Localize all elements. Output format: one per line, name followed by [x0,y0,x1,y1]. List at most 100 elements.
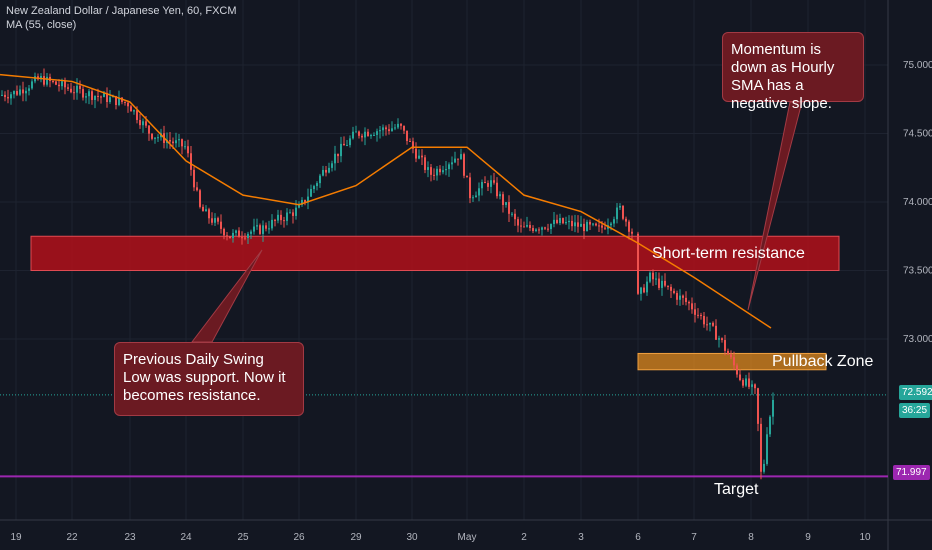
candle-body [199,190,201,207]
candle-body [22,89,24,94]
candle-body [733,357,735,366]
candle-body [310,189,312,197]
candle-body [190,153,192,170]
candle-body [253,226,255,232]
candle-body [304,199,306,203]
candle-body [334,153,336,164]
candle-body [517,219,519,226]
candle-body [184,146,186,148]
candle-body [133,110,135,112]
candle-body [502,194,504,205]
candle-body [244,237,246,239]
candle-body [592,223,594,225]
candle-body [118,97,120,106]
candle-body [145,121,147,126]
candle-body [568,220,570,223]
candle-body [706,324,708,326]
candle-body [187,146,189,154]
candle-body [523,226,525,228]
momentum-callout: Momentum is down as Hourly SMA has a neg… [722,32,864,112]
candle-body [55,81,57,85]
candle-body [241,237,243,239]
candle-body [385,127,387,130]
candle-body [703,315,705,325]
candle-body [1,94,3,96]
pullback-zone [637,352,827,371]
candle-body [349,138,351,146]
candle-body [547,228,549,230]
candle-body [673,290,675,294]
candle-body [436,168,438,176]
candle-body [172,141,174,144]
candle-body [313,186,315,190]
candle-body [754,384,756,389]
candle-body [100,96,102,98]
indicator-label: MA (55, close) [6,19,77,31]
candle-body [358,131,360,136]
candle-body [604,227,606,229]
candle-body [136,110,138,120]
candle-body [460,154,462,160]
candle-body [154,137,156,139]
y-tick-label: 75.000 [903,60,932,71]
candle-body [619,205,621,208]
candle-body [175,140,177,144]
candle-body [271,219,273,229]
candle-body [337,153,339,157]
candle-body [685,297,687,302]
candle-body [697,314,699,316]
candle-body [376,131,378,135]
ma-line [0,73,772,329]
current-price-tag: 72.592 [899,385,932,400]
candle-body [274,219,276,221]
candle-body [694,309,696,315]
candle-body [289,212,291,214]
candle-body [286,212,288,221]
candle-body [208,209,210,219]
candle-body [679,295,681,300]
candle-body [565,222,567,224]
candle-body [709,322,711,325]
candle-body [529,225,531,229]
candle-body [712,322,714,326]
resistance-zone [30,235,840,271]
candle-body [400,123,402,126]
candle-body [292,212,294,216]
candle-body [718,338,720,340]
candle-body [463,154,465,176]
candle-body [541,227,543,230]
candle-body [418,155,420,159]
candle-body [745,378,747,386]
x-tick-label: 6 [635,532,641,543]
momentum-pointer [747,101,803,311]
x-tick-label: 26 [293,532,305,543]
candle-body [520,225,522,227]
candle-body [715,325,717,340]
candle-body [538,229,540,231]
support-callout: Previous Daily Swing Low was support. No… [114,342,304,416]
candle-body [499,194,501,197]
candle-body [34,76,36,82]
candle-body [130,106,132,112]
candle-body [232,232,234,239]
candle-body [481,182,483,189]
candle-body [43,76,45,85]
candle-body [142,121,144,126]
candle-body [373,134,375,136]
candle-body [85,96,87,98]
candle-body [139,119,141,126]
candle-body [391,128,393,132]
candle-body [91,91,93,100]
candle-body [484,182,486,184]
candle-body [262,225,264,234]
candle-body [655,278,657,280]
y-tick-label: 74.500 [903,129,932,140]
candle-body [367,131,369,137]
countdown-tag: 36:25 [899,403,931,418]
candle-body [214,218,216,223]
x-tick-label: 25 [237,532,249,543]
candle-body [637,233,639,294]
candle-body [7,97,9,99]
